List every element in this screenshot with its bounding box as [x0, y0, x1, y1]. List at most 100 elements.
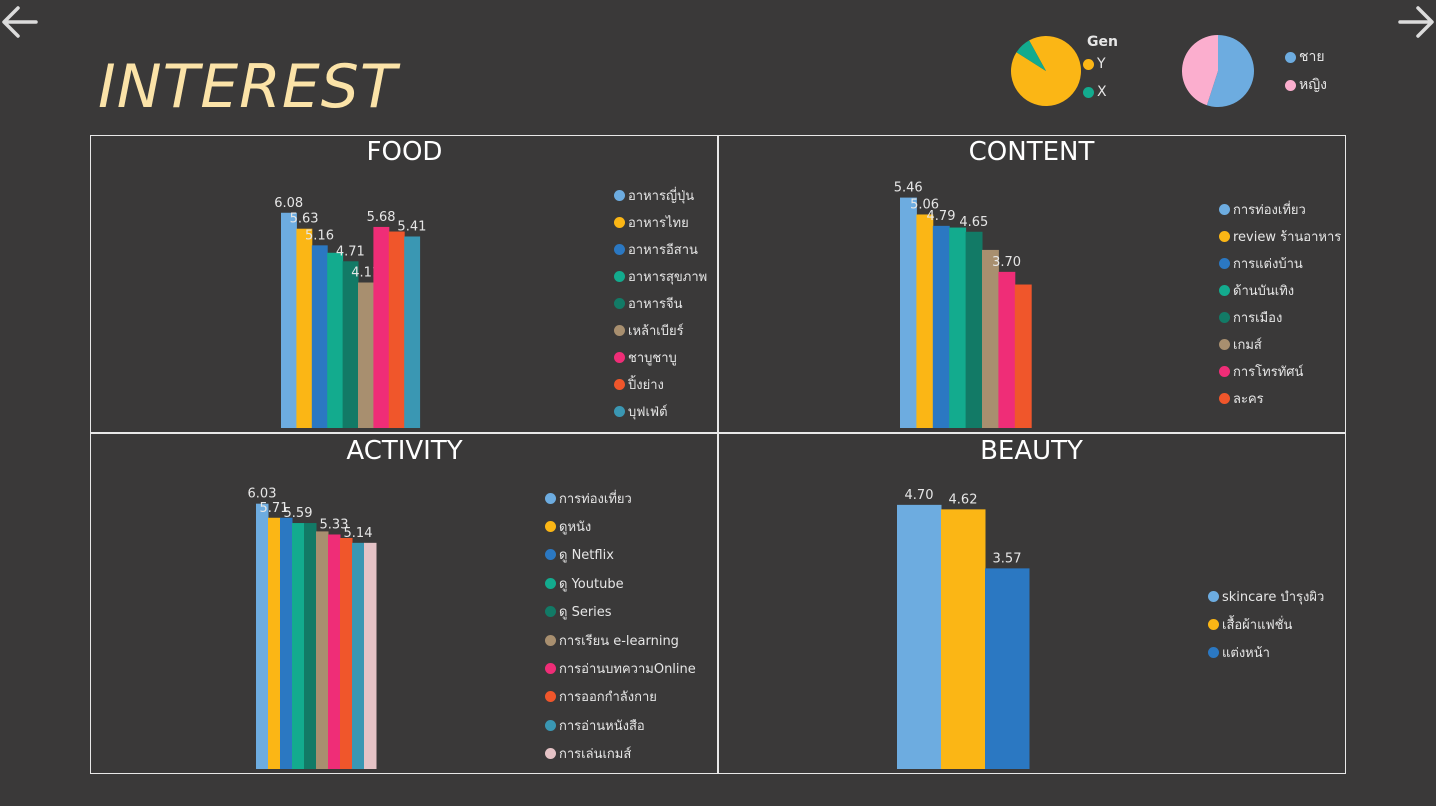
legend-item: แต่งหน้า — [1208, 638, 1324, 666]
legend-item: การโทรทัศน์ — [1219, 358, 1341, 385]
legend-item: ชาย — [1285, 43, 1327, 71]
legend-label: การท่องเที่ยว — [1233, 203, 1306, 218]
data-label: 4.62 — [949, 492, 978, 507]
legend-label: ชาบูชาบู — [628, 351, 677, 366]
data-label: 3.70 — [992, 255, 1021, 270]
data-label: 4.79 — [927, 209, 956, 224]
bar — [280, 517, 293, 769]
content-chart-title: CONTENT — [968, 137, 1095, 167]
legend-label: เสื้อผ้าแฟชั่น — [1222, 617, 1293, 633]
legend-marker — [1219, 393, 1230, 404]
legend-label: X — [1097, 84, 1107, 100]
bar — [932, 225, 950, 428]
legend-marker — [1285, 51, 1296, 63]
food-panel: FOOD 6.08 5.63 5.16 4.71 4.11 5.68 5.41 อาหารญ… — [90, 135, 719, 433]
data-label: 4.11 — [351, 266, 380, 281]
content-bar-chart: 5.465.064.79 4.65 3.70 — [894, 181, 1032, 428]
legend-label: ดู Youtube — [559, 576, 624, 592]
arrow-left-icon[interactable] — [0, 4, 40, 40]
bar — [897, 504, 942, 769]
legend-label: อาหารอีสาน — [628, 243, 698, 258]
legend-marker — [1208, 590, 1219, 602]
legend-item: ด้านบันเทิง — [1219, 277, 1341, 304]
legend-label: การอ่านหนังสือ — [559, 718, 645, 734]
bar — [358, 282, 374, 428]
data-label: 5.68 — [367, 210, 396, 225]
food-chart-title: FOOD — [366, 137, 443, 167]
data-label: 6.03 — [248, 487, 277, 502]
legend-label: ดูหนัง — [559, 520, 592, 536]
page-title: INTEREST — [98, 52, 398, 122]
beauty-bar-chart: 4.70 4.62 3.57 — [897, 488, 1030, 769]
legend-item: การออกกำลังกาย — [545, 683, 696, 711]
legend-item: Y — [1083, 50, 1118, 78]
legend-item: หญิง — [1285, 71, 1327, 99]
legend-label: เหล้าเบียร์ — [628, 324, 684, 339]
legend-item: อาหารจีน — [614, 290, 707, 317]
legend-marker — [1083, 86, 1094, 98]
food-legend: อาหารญี่ปุ่น อาหารไทย อาหารอีสาน อาหารสุขภา… — [614, 182, 707, 425]
legend-label: เกมส์ — [1233, 338, 1262, 353]
legend-marker — [614, 298, 625, 309]
activity-chart-title: ACTIVITY — [346, 436, 463, 466]
bar — [900, 197, 917, 428]
bar — [340, 538, 353, 769]
legend-marker — [545, 577, 556, 589]
legend-item: ดู Series — [545, 598, 696, 626]
legend-label: หญิง — [1299, 77, 1327, 93]
legend-label: การอ่านบทความOnline — [559, 662, 696, 678]
bar — [328, 534, 341, 769]
legend-marker — [545, 521, 556, 533]
legend-label: review ร้านอาหาร — [1233, 230, 1342, 245]
legend-item: อาหารสุขภาพ — [614, 263, 707, 290]
arrow-right-icon[interactable] — [1396, 4, 1436, 40]
legend-item: ดู Youtube — [545, 569, 696, 597]
legend-marker — [545, 549, 556, 561]
legend-label: อาหารจีน — [628, 297, 683, 312]
legend-item: อาหารญี่ปุ่น — [614, 182, 707, 209]
legend-marker — [614, 406, 625, 417]
bar — [985, 568, 1030, 769]
legend-marker — [614, 352, 625, 363]
bar — [949, 227, 967, 428]
legend-label: การเมือง — [1233, 311, 1283, 326]
bar — [292, 523, 305, 769]
data-label: 6.08 — [274, 196, 303, 211]
bar — [296, 228, 313, 428]
legend-marker — [545, 719, 556, 731]
legend-item: การอ่านบทความOnline — [545, 654, 696, 682]
legend-item: การแต่งบ้าน — [1219, 250, 1341, 277]
legend-marker — [545, 748, 556, 760]
legend-marker — [614, 190, 625, 201]
gen-pie-chart — [1011, 36, 1081, 106]
legend-label: ด้านบันเทิง — [1233, 284, 1295, 299]
legend-marker — [614, 379, 625, 390]
legend-label: skincare บำรุงผิว — [1222, 589, 1325, 605]
content-legend: การท่องเที่ยว review ร้านอาหารการแต่งบ้าน… — [1219, 196, 1341, 412]
legend-marker — [1219, 231, 1230, 242]
data-label: 5.71 — [260, 501, 289, 516]
legend-marker — [545, 606, 556, 618]
activity-legend: การท่องเที่ยว ดูหนัง ดู Netflix ดู Youtube ด… — [545, 484, 696, 768]
legend-marker — [1285, 79, 1296, 91]
data-label: 5.63 — [290, 212, 319, 227]
legend-label: การท่องเที่ยว — [559, 491, 632, 507]
bar — [1014, 284, 1032, 428]
data-label: 5.16 — [305, 228, 334, 243]
legend-item: ชาบูชาบู — [614, 344, 707, 371]
legend-label: แต่งหน้า — [1222, 645, 1270, 661]
legend-item: review ร้านอาหาร — [1219, 223, 1341, 250]
legend-marker — [1219, 339, 1230, 350]
legend-item: skincare บำรุงผิว — [1208, 582, 1324, 610]
legend-marker — [1219, 312, 1230, 323]
legend-marker — [1219, 285, 1230, 296]
bar — [311, 245, 328, 428]
legend-item: อาหารอีสาน — [614, 236, 707, 263]
legend-item: การท่องเที่ยว — [1219, 196, 1341, 223]
legend-item: X — [1083, 78, 1118, 106]
beauty-panel: BEAUTY 4.70 4.62 3.57 skincare บำรุงผิว เสื… — [717, 433, 1346, 774]
bar — [998, 271, 1016, 428]
pie-slice-1 — [1182, 35, 1218, 106]
content-panel: CONTENT 5.46 5.06 4.79 4.65 3.70 การท่องเที่… — [717, 135, 1346, 433]
